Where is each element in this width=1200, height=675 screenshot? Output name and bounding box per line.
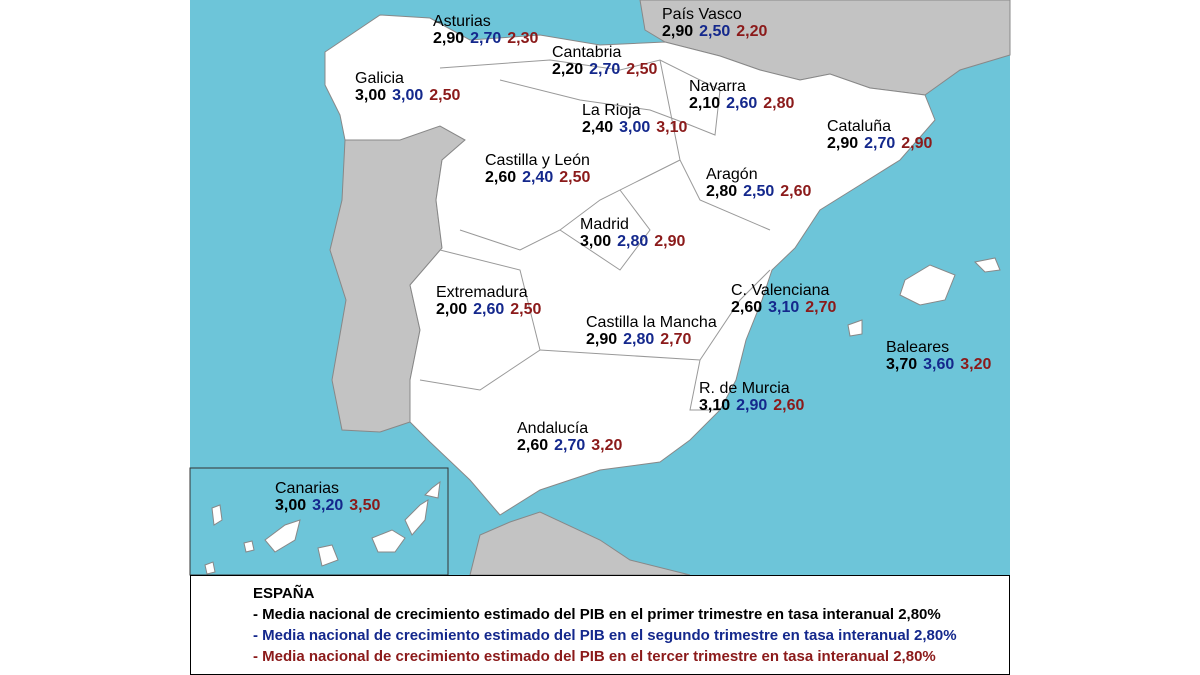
legend-line: - Media nacional de crecimiento estimado…	[253, 627, 957, 644]
region-value: 2,80	[763, 95, 794, 112]
region-value: 2,60	[773, 397, 804, 414]
region-value: 2,70	[805, 299, 836, 316]
region-value: 3,20	[591, 437, 622, 454]
region-values: 2,20 2,70 2,50	[552, 61, 658, 78]
region-name: Madrid	[580, 216, 629, 233]
region-value: 2,30	[507, 30, 538, 47]
legend-title: ESPAÑA	[253, 584, 315, 602]
region-value: 3,00	[275, 497, 306, 514]
region-value: 2,90	[662, 23, 693, 40]
region-value: 2,70	[660, 331, 691, 348]
region-value: 2,60	[485, 169, 516, 186]
region-name: Cantabria	[552, 44, 621, 61]
region-values: 2,80 2,50 2,60	[706, 183, 812, 200]
region-value: 2,20	[552, 61, 583, 78]
region-name: Castilla y León	[485, 152, 590, 169]
region-value: 2,80	[617, 233, 648, 250]
region-values: 2,90 2,50 2,20	[662, 23, 768, 40]
canarias-inset	[189, 467, 449, 576]
region-value: 2,90	[827, 135, 858, 152]
region-value: 3,00	[619, 119, 650, 136]
region-value: 3,20	[960, 356, 991, 373]
region-name: R. de Murcia	[699, 380, 790, 397]
region-name: Castilla la Mancha	[586, 314, 717, 331]
region-value: 3,50	[349, 497, 380, 514]
legend-line: - Media nacional de crecimiento estimado…	[253, 648, 936, 665]
region-value: 2,70	[589, 61, 620, 78]
region-value: 2,90	[736, 397, 767, 414]
region-value: 2,70	[470, 30, 501, 47]
region-value: 3,70	[886, 356, 917, 373]
region-value: 2,80	[623, 331, 654, 348]
baleares-islands	[847, 257, 1001, 337]
region-value: 2,50	[699, 23, 730, 40]
region-value: 3,10	[768, 299, 799, 316]
region-value: 2,80	[706, 183, 737, 200]
region-value: 3,00	[355, 87, 386, 104]
legend-line: - Media nacional de crecimiento estimado…	[253, 606, 941, 623]
region-values: 2,40 3,00 3,10	[582, 119, 688, 136]
region-value: 2,50	[559, 169, 590, 186]
region-values: 3,00 3,20 3,50	[275, 497, 381, 514]
region-values: 2,90 2,70 2,30	[433, 30, 539, 47]
region-value: 2,50	[429, 87, 460, 104]
region-values: 2,00 2,60 2,50	[436, 301, 542, 318]
region-values: 3,00 3,00 2,50	[355, 87, 461, 104]
region-value: 3,60	[923, 356, 954, 373]
region-value: 2,10	[689, 95, 720, 112]
region-value: 3,10	[656, 119, 687, 136]
region-value: 2,00	[436, 301, 467, 318]
region-values: 2,10 2,60 2,80	[689, 95, 795, 112]
region-value: 2,20	[736, 23, 767, 40]
region-value: 3,00	[580, 233, 611, 250]
region-name: Baleares	[886, 339, 949, 356]
region-value: 2,50	[626, 61, 657, 78]
region-value: 2,60	[731, 299, 762, 316]
region-values: 2,90 2,80 2,70	[586, 331, 692, 348]
region-value: 2,60	[517, 437, 548, 454]
region-value: 2,60	[726, 95, 757, 112]
region-values: 3,70 3,60 3,20	[886, 356, 992, 373]
region-name: C. Valenciana	[731, 282, 830, 299]
africa	[469, 511, 691, 576]
region-values: 2,90 2,70 2,90	[827, 135, 933, 152]
region-name: Asturias	[433, 13, 491, 30]
region-name: Navarra	[689, 78, 746, 95]
region-values: 2,60 2,70 3,20	[517, 437, 623, 454]
region-value: 2,40	[522, 169, 553, 186]
region-value: 2,50	[743, 183, 774, 200]
canarias-islands	[204, 480, 441, 575]
region-name: Canarias	[275, 480, 339, 497]
region-name: Cataluña	[827, 118, 891, 135]
region-value: 3,10	[699, 397, 730, 414]
region-value: 2,50	[510, 301, 541, 318]
region-value: 2,90	[433, 30, 464, 47]
region-name: La Rioja	[582, 102, 641, 119]
region-values: 2,60 2,40 2,50	[485, 169, 591, 186]
region-name: Andalucía	[517, 420, 588, 437]
region-name: Aragón	[706, 166, 758, 183]
region-value: 2,90	[901, 135, 932, 152]
region-name: Extremadura	[436, 284, 528, 301]
region-values: 3,00 2,80 2,90	[580, 233, 686, 250]
region-name: País Vasco	[662, 6, 742, 23]
region-name: Galicia	[355, 70, 404, 87]
region-value: 2,70	[864, 135, 895, 152]
region-value: 2,90	[654, 233, 685, 250]
region-value: 2,90	[586, 331, 617, 348]
region-value: 2,60	[780, 183, 811, 200]
legend-box	[190, 575, 1010, 675]
region-values: 2,60 3,10 2,70	[731, 299, 837, 316]
region-value: 3,00	[392, 87, 423, 104]
region-value: 3,20	[312, 497, 343, 514]
region-value: 2,40	[582, 119, 613, 136]
region-value: 2,70	[554, 437, 585, 454]
region-values: 3,10 2,90 2,60	[699, 397, 805, 414]
region-value: 2,60	[473, 301, 504, 318]
region-borders	[419, 59, 771, 411]
